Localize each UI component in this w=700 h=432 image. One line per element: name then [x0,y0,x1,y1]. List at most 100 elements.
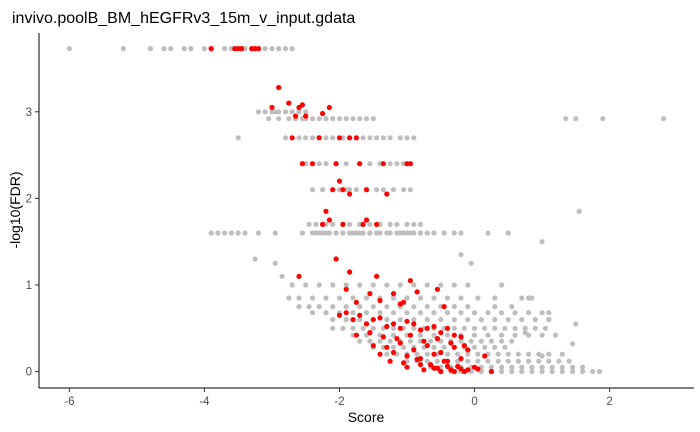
data-point-grey [411,325,417,331]
data-point-grey [340,230,346,236]
data-point-red [357,161,363,167]
data-point-red [347,135,353,141]
data-point-grey [357,282,363,288]
data-point-red [269,104,275,111]
data-point-grey [590,368,596,375]
x-tick-label: -4 [199,396,210,408]
data-point-grey [404,135,410,141]
data-point-grey [569,341,576,347]
data-point-red [461,343,467,349]
data-point-grey [390,295,397,301]
data-point-grey [569,364,576,370]
data-point-red [380,334,386,340]
data-point-red [397,340,403,346]
data-point-red [451,332,457,338]
data-point-grey [573,321,579,327]
data-point-grey [499,310,505,316]
y-axis-title: -log10(FDR) [7,171,23,248]
data-point-grey [512,310,518,316]
data-point-red [401,360,407,366]
data-point-grey [502,344,508,350]
data-point-grey [390,332,397,338]
data-point-red [377,315,383,321]
data-point-grey [542,325,549,331]
x-tick-label: -2 [334,396,344,408]
data-point-grey [444,351,451,357]
data-point-red [340,187,346,193]
data-point-grey [441,344,447,350]
data-point-grey [563,116,569,122]
data-point-grey [569,368,576,375]
data-point-grey [384,351,390,357]
data-point-grey [519,295,525,301]
data-point-grey [451,304,457,310]
data-point-grey [357,338,363,344]
data-point-grey [367,221,373,227]
data-point-red [276,84,282,91]
data-point-grey [407,230,413,236]
data-point-grey [431,310,437,316]
data-point-grey [546,317,552,323]
data-point-grey [309,135,316,141]
data-point-grey [269,46,275,52]
data-point-grey [235,230,241,236]
data-point-grey [482,325,488,331]
data-point-grey [279,273,285,279]
data-point-grey [536,358,542,364]
y-tick-label: 1 [26,280,32,292]
data-point-grey [309,310,316,316]
data-point-grey [576,208,582,214]
data-point-grey [397,135,403,141]
data-point-grey [549,368,555,375]
data-point-grey [350,116,356,122]
data-point-grey [404,295,410,301]
data-point-grey [478,317,484,323]
data-point-grey [262,46,268,52]
data-point-red [417,362,424,368]
data-point-grey [424,358,430,364]
data-point-grey [505,317,511,323]
data-point-red [488,368,494,375]
data-point-grey [286,295,292,301]
x-tick-label: 2 [606,396,612,408]
data-point-red [367,291,373,297]
chart-title: invivo.poolB_BM_hEGFRv3_15m_v_input.gdat… [12,10,355,27]
data-point-red [296,273,302,279]
data-point-grey [468,338,474,344]
data-point-grey [367,135,373,141]
data-point-grey [330,116,336,122]
data-point-grey [370,282,376,288]
data-point-grey [488,338,494,344]
data-point-grey [434,358,440,364]
y-tick-label: 0 [26,367,32,379]
data-point-grey [451,282,457,288]
data-point-grey [407,187,413,193]
data-point-red [404,353,410,359]
data-point-grey [478,338,484,344]
data-point-red [421,367,427,373]
data-point-grey [485,332,491,338]
data-point-grey [350,295,356,301]
data-point-red [255,46,262,52]
data-point-red [482,353,488,359]
data-point-grey [340,325,346,331]
data-point-grey [276,46,282,52]
data-point-grey [499,368,505,375]
data-point-grey [323,161,329,167]
data-point-grey [438,317,444,323]
data-point-grey [390,187,397,193]
data-point-grey [377,338,383,344]
data-point-grey [401,230,407,236]
data-point-grey [316,282,322,288]
data-point-red [458,356,464,362]
data-point-grey [431,295,437,301]
data-point-grey [455,351,461,357]
data-point-red [336,312,343,318]
y-tick-label: 2 [26,193,32,205]
data-point-grey [367,230,373,236]
data-point-grey [539,310,545,316]
data-point-grey [188,46,194,52]
data-point-grey [228,230,234,236]
data-point-grey [390,325,397,331]
data-point-grey [299,230,305,236]
